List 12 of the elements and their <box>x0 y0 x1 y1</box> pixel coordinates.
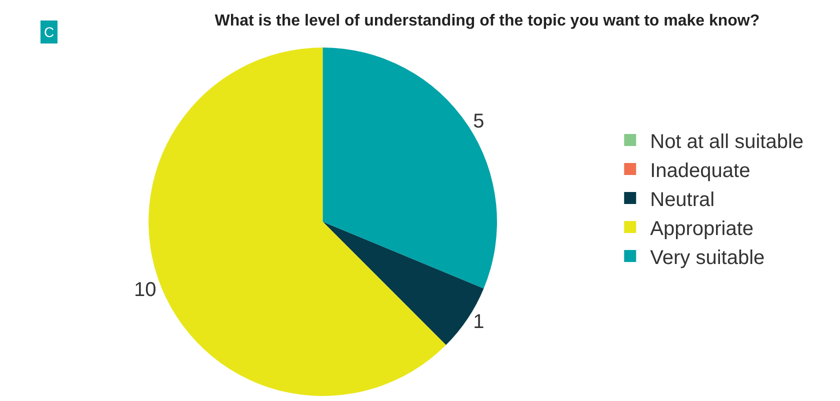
pie-slice <box>322 222 484 345</box>
legend-label: Inadequate <box>650 160 750 182</box>
legend-label: Neutral <box>650 188 715 211</box>
data-label: 10 <box>134 279 156 302</box>
data-label: 5 <box>473 110 484 133</box>
data-label: 1 <box>473 310 484 333</box>
legend-label: Appropriate <box>650 218 754 240</box>
chart-title: What is the level of understanding of the topic you want to make know? <box>214 12 760 30</box>
text: C <box>44 24 54 40</box>
legend-label: Not at all suitable <box>650 130 804 153</box>
pie-slice <box>322 48 497 288</box>
legend-label: Very suitable <box>650 246 765 269</box>
